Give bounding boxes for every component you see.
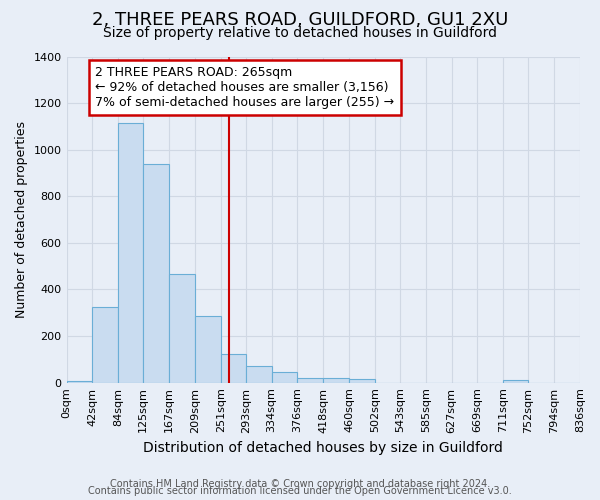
Bar [221,354,247,382]
Bar [143,164,169,382]
Y-axis label: Number of detached properties: Number of detached properties [15,121,28,318]
Bar [92,307,118,382]
Bar [67,381,92,382]
Bar [503,380,529,382]
Text: Contains public sector information licensed under the Open Government Licence v3: Contains public sector information licen… [88,486,512,496]
Text: 2, THREE PEARS ROAD, GUILDFORD, GU1 2XU: 2, THREE PEARS ROAD, GUILDFORD, GU1 2XU [92,11,508,29]
Bar [272,372,298,382]
Text: 2 THREE PEARS ROAD: 265sqm
← 92% of detached houses are smaller (3,156)
7% of se: 2 THREE PEARS ROAD: 265sqm ← 92% of deta… [95,66,395,109]
Bar [349,379,375,382]
Bar [323,378,349,382]
Text: Size of property relative to detached houses in Guildford: Size of property relative to detached ho… [103,26,497,40]
Bar [118,123,143,382]
Bar [195,316,221,382]
Bar [247,366,272,382]
Bar [169,274,195,382]
Text: Contains HM Land Registry data © Crown copyright and database right 2024.: Contains HM Land Registry data © Crown c… [110,479,490,489]
Bar [298,378,323,382]
X-axis label: Distribution of detached houses by size in Guildford: Distribution of detached houses by size … [143,441,503,455]
